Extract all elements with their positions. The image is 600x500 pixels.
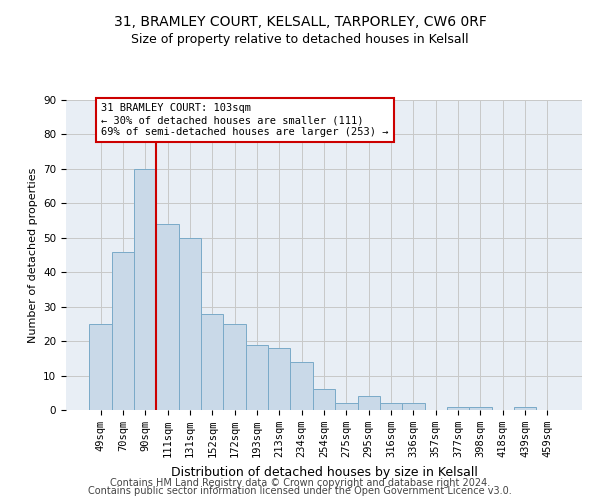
Bar <box>179 238 201 410</box>
Bar <box>157 224 179 410</box>
Bar <box>268 348 290 410</box>
Bar <box>380 403 402 410</box>
Bar <box>358 396 380 410</box>
Text: 31, BRAMLEY COURT, KELSALL, TARPORLEY, CW6 0RF: 31, BRAMLEY COURT, KELSALL, TARPORLEY, C… <box>113 15 487 29</box>
Text: Size of property relative to detached houses in Kelsall: Size of property relative to detached ho… <box>131 32 469 46</box>
Bar <box>447 406 469 410</box>
Bar <box>514 406 536 410</box>
Bar <box>134 169 157 410</box>
Y-axis label: Number of detached properties: Number of detached properties <box>28 168 38 342</box>
Bar <box>112 252 134 410</box>
X-axis label: Distribution of detached houses by size in Kelsall: Distribution of detached houses by size … <box>170 466 478 478</box>
Bar <box>469 406 491 410</box>
Bar <box>402 403 425 410</box>
Bar <box>223 324 246 410</box>
Bar <box>201 314 223 410</box>
Bar <box>89 324 112 410</box>
Bar <box>313 390 335 410</box>
Text: Contains public sector information licensed under the Open Government Licence v3: Contains public sector information licen… <box>88 486 512 496</box>
Bar <box>335 403 358 410</box>
Bar <box>290 362 313 410</box>
Text: 31 BRAMLEY COURT: 103sqm
← 30% of detached houses are smaller (111)
69% of semi-: 31 BRAMLEY COURT: 103sqm ← 30% of detach… <box>101 104 389 136</box>
Bar <box>246 344 268 410</box>
Text: Contains HM Land Registry data © Crown copyright and database right 2024.: Contains HM Land Registry data © Crown c… <box>110 478 490 488</box>
